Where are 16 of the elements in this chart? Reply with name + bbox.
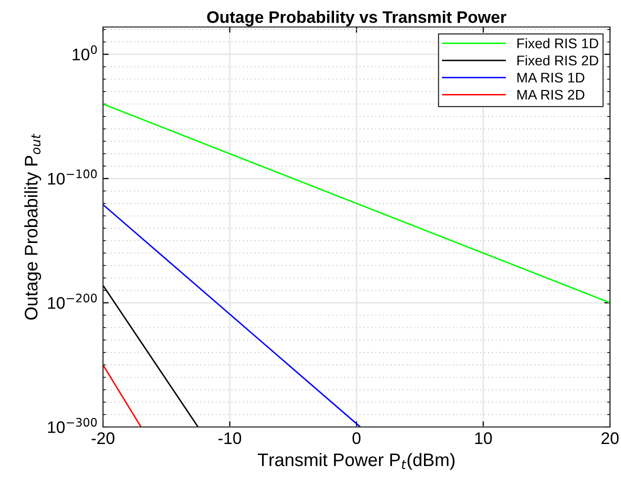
x-axis-title: Transmit Power P$_{t}$(dBm) xyxy=(258,452,454,470)
legend-label: MA RIS 1D xyxy=(517,72,584,83)
chart-title: Outage Probability vs Transmit Power xyxy=(207,10,506,26)
x-tick-label: -20 xyxy=(92,432,114,444)
x-tick-label: 10 xyxy=(475,432,492,444)
y-tick-label: 10$^{−200}$ xyxy=(48,294,97,309)
legend-label: Fixed RIS 1D xyxy=(517,38,598,48)
y-tick-label: 10$^{−100}$ xyxy=(48,169,97,185)
legend-label: Fixed RIS 2D xyxy=(517,55,598,66)
y-axis-title: Outage Probability P$_{out}$ xyxy=(24,134,42,320)
x-tick-label: -10 xyxy=(218,432,242,444)
y-tick-label: 10$^{−300}$ xyxy=(48,418,97,434)
x-tick-label: 20 xyxy=(602,432,619,444)
legend-label: MA RIS 2D xyxy=(517,90,584,100)
x-tick-label: 0 xyxy=(352,432,360,444)
y-tick-label: 10$^{0}$ xyxy=(72,45,97,60)
